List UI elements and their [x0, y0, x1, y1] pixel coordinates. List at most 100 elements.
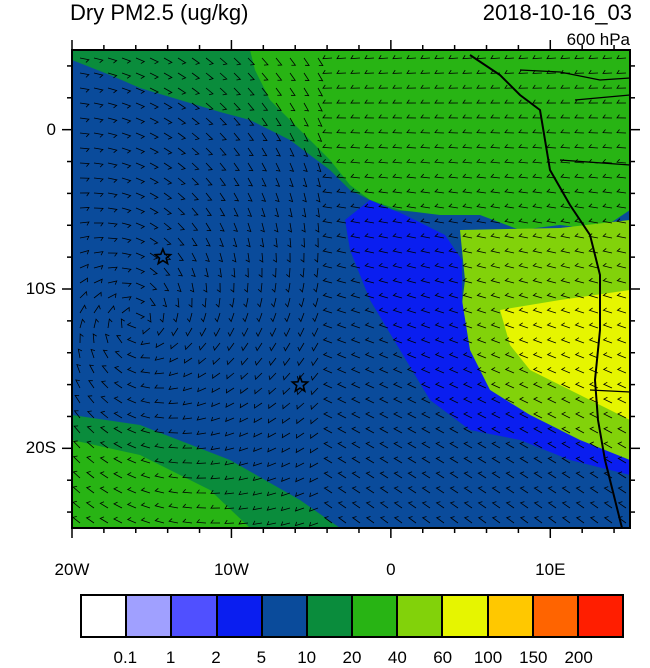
wind-barb [365, 471, 375, 479]
wind-barb [420, 129, 431, 134]
wind-barb [163, 72, 173, 80]
wind-barb [135, 57, 146, 64]
wind-barb [73, 425, 81, 434]
wind-barb [462, 292, 473, 299]
wind-barb [365, 426, 375, 434]
wind-barb [93, 87, 104, 93]
wind-barb [266, 521, 277, 526]
wind-barb [214, 312, 221, 323]
wind-barb [280, 506, 291, 512]
wind-barb [322, 158, 333, 164]
star-marker [290, 374, 310, 393]
wind-barb [244, 282, 249, 293]
wind-barb [504, 233, 515, 239]
wind-barb [268, 387, 277, 395]
wind-barb [336, 381, 347, 389]
wind-barb [505, 456, 515, 464]
wind-barb [574, 144, 585, 149]
wind-barb [588, 99, 599, 104]
wind-barb [121, 237, 132, 243]
wind-barb [323, 471, 333, 479]
wind-barb [227, 342, 235, 352]
wind-barb [86, 425, 95, 434]
wind-barb [350, 367, 361, 374]
wind-barb [518, 337, 529, 344]
wind-barb [462, 262, 473, 269]
wind-barb [365, 516, 375, 524]
wind-barb [462, 129, 473, 134]
wind-barb [233, 132, 241, 141]
wind-barb [211, 402, 221, 408]
wind-barb [546, 396, 557, 404]
wind-barb [392, 322, 403, 329]
wind-barb [182, 386, 193, 392]
wind-barb [86, 410, 95, 419]
map-canvas [62, 40, 640, 538]
wind-barb [574, 233, 585, 239]
wind-barb [79, 192, 90, 197]
wind-barb [546, 277, 557, 284]
wind-barb [218, 252, 224, 263]
wind-barb [336, 203, 347, 209]
wind-barb [177, 267, 184, 277]
wind-barb [107, 280, 118, 285]
wind-barb [72, 440, 81, 449]
wind-barb [518, 322, 529, 329]
wind-barb [191, 222, 199, 231]
wind-barb [126, 517, 137, 524]
wind-barb [154, 473, 165, 479]
wind-barb [504, 322, 515, 329]
wind-barb [476, 248, 487, 254]
wind-barb [99, 486, 109, 494]
wind-barb [533, 471, 543, 479]
wind-barb [323, 456, 333, 464]
wind-barb [135, 267, 146, 274]
wind-barb [104, 333, 110, 344]
wind-barb [149, 162, 159, 170]
wind-barb [322, 352, 333, 359]
wind-barb [312, 312, 319, 323]
wind-barb [93, 72, 104, 78]
colorbar-label: 150 [519, 648, 548, 667]
wind-barb [421, 516, 431, 524]
wind-barb [177, 117, 187, 125]
wind-barb [392, 337, 403, 344]
wind-barb [233, 192, 240, 202]
wind-barb [79, 207, 90, 212]
wind-barb [113, 426, 123, 434]
wind-barb [532, 203, 543, 209]
wind-barb [392, 84, 403, 89]
wind-barb [240, 387, 249, 395]
wind-barb [85, 501, 95, 509]
colorbar-label: 5 [256, 648, 267, 667]
station-markers [153, 246, 310, 393]
wind-barb [336, 233, 347, 239]
colorbar-box [307, 596, 354, 636]
wind-barb [532, 292, 543, 299]
wind-barb [168, 371, 179, 377]
wind-barb [126, 322, 137, 329]
wind-barb [224, 490, 235, 495]
wind-barb [336, 99, 347, 104]
wind-barb [462, 69, 473, 74]
wind-barb [533, 441, 543, 449]
wind-barb [336, 158, 347, 164]
wind-barb [435, 501, 445, 509]
wind-barb [350, 322, 361, 329]
wind-barb [301, 222, 306, 233]
wind-barb [491, 486, 501, 494]
wind-barb [309, 492, 319, 498]
wind-barb [149, 297, 156, 306]
wind-barb [490, 173, 501, 179]
wind-barb [322, 248, 333, 254]
wind-barb [323, 486, 333, 494]
wind-barb [379, 516, 389, 524]
wind-barb [393, 456, 403, 464]
wind-barb [233, 102, 241, 111]
wind-barb [406, 248, 417, 254]
wind-barb [126, 427, 137, 434]
wind-barb [322, 337, 333, 344]
wind-barb [602, 307, 613, 314]
wind-barb [219, 222, 225, 232]
wind-barb [350, 248, 361, 254]
